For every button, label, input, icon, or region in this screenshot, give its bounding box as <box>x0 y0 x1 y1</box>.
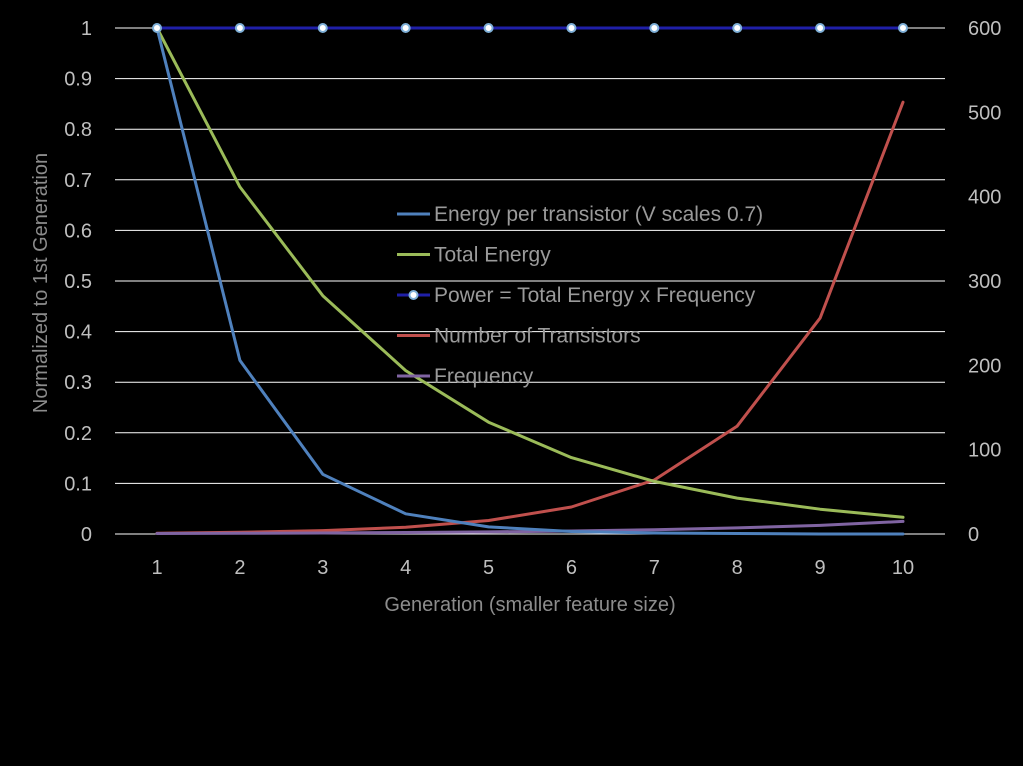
x-tick-label: 10 <box>892 557 914 579</box>
series-point <box>732 23 743 33</box>
y2-tick-label: 0 <box>968 524 979 546</box>
series-line-4 <box>155 519 905 535</box>
series-point <box>649 23 660 33</box>
y-tick-labels: 0 0.1 0.2 0.3 0.4 0.5 0.6 0.7 0.8 0.9 1 <box>64 18 92 546</box>
series-point <box>815 23 826 33</box>
marker-layer <box>152 23 908 33</box>
y-tick-label: 0 <box>81 524 92 546</box>
legend-label: Number of Transistors <box>434 325 641 348</box>
y2-tick-label: 600 <box>968 18 1001 40</box>
series-point <box>400 23 411 33</box>
x-axis-title: Generation (smaller feature size) <box>384 594 675 616</box>
x-tick-label: 7 <box>649 557 660 579</box>
y-tick-label: 0.1 <box>64 473 92 495</box>
x-tick-label: 2 <box>234 557 245 579</box>
series-line-0 <box>155 26 905 536</box>
x-tick-label: 1 <box>151 557 162 579</box>
x-tick-label: 4 <box>400 557 411 579</box>
y-tick-label: 0.4 <box>64 322 92 344</box>
series-point <box>234 23 245 33</box>
series-point <box>898 23 908 33</box>
legend-label: Frequency <box>434 365 534 388</box>
series-point <box>152 23 162 33</box>
series-line-1 <box>155 26 905 519</box>
y-tick-label: 0.3 <box>64 372 92 394</box>
y2-tick-label: 200 <box>968 355 1001 377</box>
y2-tick-label: 100 <box>968 440 1001 462</box>
y-axis-title: Normalized to 1st Generation <box>30 153 52 413</box>
y-tick-label: 1 <box>81 18 92 40</box>
x-tick-label: 9 <box>815 557 826 579</box>
series-line-3 <box>155 100 905 535</box>
x-tick-label: 3 <box>317 557 328 579</box>
series-point <box>483 23 494 33</box>
x-tick-labels: 1 2 3 4 5 6 7 8 9 10 <box>151 557 914 579</box>
y2-tick-label: 500 <box>968 102 1001 124</box>
grid-layer <box>115 27 945 535</box>
legend: Energy per transistor (V scales 0.7) Tota… <box>397 203 763 388</box>
x-tick-label: 6 <box>566 557 577 579</box>
y2-tick-label: 400 <box>968 187 1001 209</box>
y-tick-label: 0.9 <box>64 69 92 91</box>
x-tick-label: 8 <box>732 557 743 579</box>
y2-tick-label: 300 <box>968 271 1001 293</box>
legend-label: Total Energy <box>434 244 551 267</box>
legend-label: Energy per transistor (V scales 0.7) <box>434 203 763 226</box>
y-tick-label: 0.2 <box>64 423 92 445</box>
y-tick-label: 0.6 <box>64 220 92 242</box>
series-layer <box>155 26 905 536</box>
series-point <box>317 23 328 33</box>
x-tick-label: 5 <box>483 557 494 579</box>
y-tick-label: 0.8 <box>64 119 92 141</box>
series-point <box>566 23 577 33</box>
y2-tick-labels: 0 100 200 300 400 500 600 <box>968 18 1001 546</box>
y-tick-label: 0.7 <box>64 170 92 192</box>
legend-marker <box>408 290 419 300</box>
legend-label: Power = Total Energy x Frequency <box>434 284 756 307</box>
y-tick-label: 0.5 <box>64 271 92 293</box>
